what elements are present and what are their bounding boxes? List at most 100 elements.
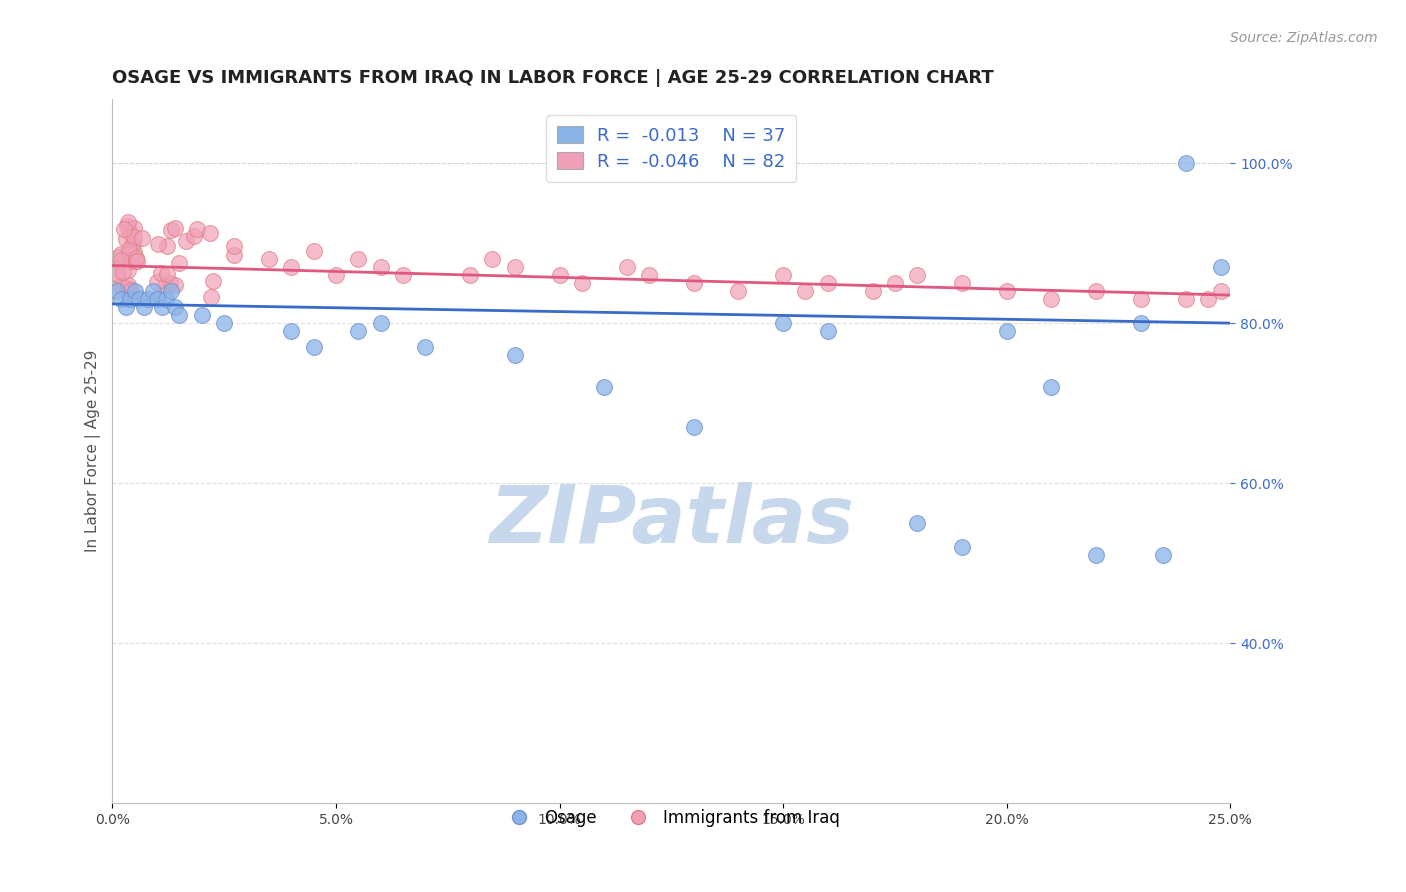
Point — [222, 238, 245, 252]
Point — [481, 252, 503, 267]
Point — [1174, 156, 1197, 170]
Point — [302, 340, 325, 354]
Point — [127, 253, 149, 268]
Point — [1040, 380, 1063, 394]
Point — [370, 260, 392, 274]
Point — [950, 276, 973, 290]
Point — [1211, 284, 1233, 298]
Point — [1085, 548, 1108, 562]
Point — [638, 268, 661, 282]
Point — [115, 231, 138, 245]
Point — [169, 308, 191, 322]
Point — [212, 316, 235, 330]
Point — [107, 279, 129, 293]
Point — [950, 540, 973, 554]
Point — [146, 292, 169, 306]
Point — [125, 254, 148, 268]
Point — [117, 278, 139, 293]
Point — [132, 300, 155, 314]
Point — [117, 215, 139, 229]
Point — [148, 237, 170, 252]
Y-axis label: In Labor Force | Age 25-29: In Labor Force | Age 25-29 — [86, 350, 101, 552]
Point — [131, 230, 153, 244]
Point — [224, 248, 246, 262]
Point — [136, 292, 159, 306]
Point — [163, 278, 186, 293]
Point — [548, 268, 571, 282]
Point — [458, 268, 481, 282]
Point — [200, 226, 222, 240]
Point — [120, 283, 142, 297]
Point — [817, 324, 839, 338]
Point — [257, 252, 280, 267]
Point — [1197, 292, 1219, 306]
Point — [862, 284, 884, 298]
Point — [794, 284, 817, 298]
Point — [174, 235, 197, 249]
Point — [280, 260, 302, 274]
Point — [503, 260, 526, 274]
Text: Source: ZipAtlas.com: Source: ZipAtlas.com — [1230, 31, 1378, 45]
Point — [503, 348, 526, 362]
Text: ZIPatlas: ZIPatlas — [489, 483, 853, 560]
Point — [163, 300, 186, 314]
Point — [392, 268, 415, 282]
Point — [118, 247, 141, 261]
Point — [186, 221, 208, 235]
Point — [110, 278, 132, 293]
Point — [105, 267, 128, 281]
Point — [118, 254, 141, 268]
Point — [772, 316, 794, 330]
Point — [682, 276, 704, 290]
Point — [105, 284, 128, 298]
Point — [167, 256, 190, 270]
Point — [118, 226, 141, 240]
Point — [905, 268, 928, 282]
Point — [200, 290, 222, 304]
Point — [616, 260, 638, 274]
Point — [115, 219, 138, 233]
Point — [202, 274, 225, 288]
Point — [325, 268, 347, 282]
Point — [110, 292, 132, 306]
Point — [122, 229, 145, 244]
Point — [120, 292, 142, 306]
Point — [150, 300, 173, 314]
Point — [104, 261, 127, 276]
Point — [347, 252, 370, 267]
Point — [156, 238, 179, 252]
Point — [125, 251, 148, 265]
Point — [155, 292, 177, 306]
Point — [110, 247, 132, 261]
Point — [183, 229, 205, 244]
Point — [112, 265, 135, 279]
Point — [817, 276, 839, 290]
Point — [191, 308, 214, 322]
Point — [415, 340, 437, 354]
Point — [995, 284, 1018, 298]
Point — [682, 420, 704, 434]
Legend: Osage, Immigrants from Iraq: Osage, Immigrants from Iraq — [496, 802, 846, 833]
Point — [1085, 284, 1108, 298]
Point — [117, 263, 139, 277]
Point — [153, 277, 176, 292]
Point — [159, 277, 181, 291]
Point — [772, 268, 794, 282]
Point — [280, 324, 302, 338]
Point — [995, 324, 1018, 338]
Point — [883, 276, 905, 290]
Point — [145, 275, 167, 289]
Point — [905, 516, 928, 530]
Point — [571, 276, 593, 290]
Point — [1211, 260, 1233, 274]
Point — [159, 284, 181, 298]
Point — [1174, 292, 1197, 306]
Point — [727, 284, 749, 298]
Point — [117, 281, 139, 295]
Point — [1129, 316, 1152, 330]
Point — [156, 268, 179, 282]
Point — [165, 220, 187, 235]
Point — [110, 253, 132, 268]
Point — [107, 250, 129, 264]
Point — [142, 284, 165, 298]
